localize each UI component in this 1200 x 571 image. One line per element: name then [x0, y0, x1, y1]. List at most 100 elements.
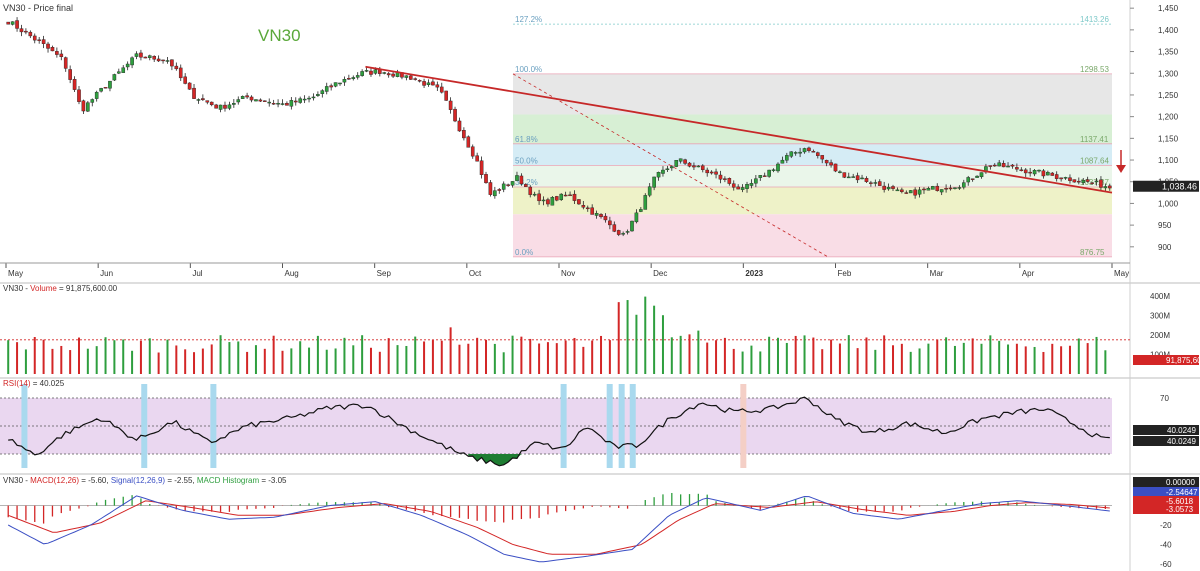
month-label: Feb — [838, 269, 852, 278]
candle-body — [6, 21, 11, 25]
candle-body — [493, 190, 497, 197]
macd-series-label: VN30 - — [3, 476, 30, 485]
volume-bar — [670, 337, 673, 374]
candle-body — [585, 207, 590, 210]
candle-body — [289, 100, 294, 107]
volume-bar — [387, 338, 390, 374]
rsi-series — [0, 384, 1112, 468]
volume-bar — [219, 335, 222, 374]
candle-body — [758, 175, 763, 178]
candle-body — [661, 169, 665, 174]
candle-body — [46, 43, 50, 49]
candle-body — [590, 207, 594, 215]
candle-body — [426, 82, 431, 85]
volume-bar — [193, 352, 196, 374]
candle-body — [413, 78, 418, 80]
candle-body — [723, 178, 727, 180]
candle-body — [1063, 177, 1068, 179]
candle-body — [263, 100, 267, 102]
candle-body — [329, 85, 333, 88]
candle-body — [939, 189, 944, 193]
candle-body — [178, 67, 183, 79]
volume-bar — [299, 341, 302, 374]
candle-body — [612, 224, 617, 232]
candle-body — [227, 104, 232, 109]
candle-body — [117, 71, 121, 74]
fib-price-label: 1137.41 — [1080, 135, 1109, 144]
candle-body — [333, 82, 338, 87]
candle-body — [90, 99, 95, 103]
volume-bar — [440, 340, 443, 374]
candle-body — [891, 186, 895, 189]
candle-body — [130, 57, 134, 66]
volume-bar — [24, 349, 27, 374]
candle-body — [807, 147, 811, 151]
candle-body — [342, 79, 347, 83]
candle-body — [599, 214, 603, 218]
macd-title: VN30 - MACD(12,26) = -5.60, Signal(12,26… — [3, 476, 287, 485]
rsi-last-box — [1133, 425, 1199, 435]
candle-body — [665, 168, 670, 171]
candle-body — [922, 188, 926, 191]
month-label: Jun — [100, 269, 113, 278]
volume-bar — [555, 343, 558, 374]
macd-tick-label: -20 — [1160, 521, 1172, 530]
candle-body — [532, 193, 537, 196]
fib-price-label: 1413.26 — [1080, 15, 1109, 24]
volume-bar — [1068, 345, 1071, 374]
candle-body — [608, 220, 612, 226]
month-label: May — [8, 269, 23, 278]
volume-bar — [369, 347, 372, 374]
volume-bar — [732, 348, 735, 374]
candle-body — [187, 82, 192, 90]
candle-body — [979, 172, 984, 178]
candle-body — [833, 163, 838, 172]
month-label: Nov — [561, 269, 575, 278]
price-candles — [6, 17, 1112, 237]
signal-name-label: Signal(12,26,9) — [111, 476, 166, 485]
fib-price-label: 1037.87 — [1080, 178, 1109, 187]
candle-body — [966, 177, 971, 183]
candle-body — [1068, 177, 1072, 181]
candle-body — [537, 193, 541, 202]
candle-body — [276, 102, 280, 105]
fib-zone — [513, 214, 1112, 257]
candle-body — [700, 165, 705, 170]
candle-body — [72, 79, 77, 90]
candle-body — [254, 99, 258, 102]
volume-bar — [874, 349, 877, 374]
volume-bar — [962, 342, 965, 374]
volume-bars — [0, 296, 1130, 374]
month-label: Sep — [377, 269, 392, 278]
volume-bar — [352, 345, 355, 374]
rsi-oversold-mark — [21, 384, 28, 468]
candle-body — [201, 98, 205, 101]
price-tick-label: 900 — [1158, 243, 1172, 252]
candle-body — [108, 80, 112, 89]
candle-body — [139, 52, 143, 58]
candle-body — [103, 87, 108, 89]
candle-body — [904, 192, 909, 194]
candle-body — [369, 70, 373, 75]
candle-body — [112, 74, 117, 81]
candle-body — [851, 176, 855, 178]
fib-level-label: 50.0% — [515, 156, 538, 165]
price-tick-label: 1,150 — [1158, 134, 1179, 143]
volume-bar — [325, 349, 328, 374]
macd-last-label-2: -2.54647 — [1166, 488, 1198, 497]
candle-body — [404, 75, 409, 78]
volume-bar — [838, 343, 841, 374]
volume-bar — [980, 343, 983, 374]
volume-bar — [166, 339, 169, 374]
candle-body — [408, 75, 413, 80]
signal-value-label: = -2.55, — [165, 476, 197, 485]
volume-bar — [936, 339, 939, 374]
candle-body — [99, 88, 103, 92]
candle-body — [789, 151, 794, 157]
volume-bar — [1024, 346, 1027, 374]
candle-body — [183, 76, 187, 84]
candle-body — [528, 186, 533, 195]
candle-body — [793, 152, 798, 154]
candle-body — [842, 172, 847, 178]
candle-body — [975, 175, 979, 178]
